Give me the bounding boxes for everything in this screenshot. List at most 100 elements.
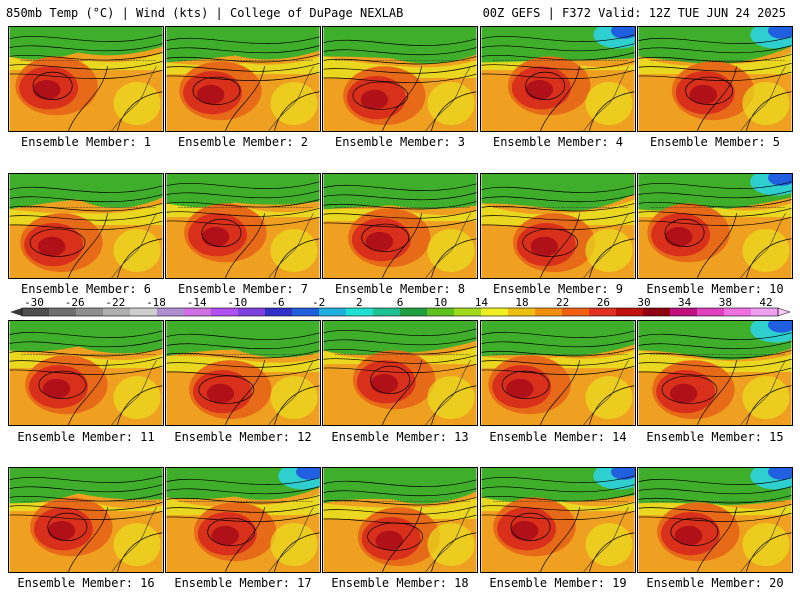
colorbar-tick-label: -10: [227, 296, 248, 309]
ensemble-member-label: Ensemble Member: 9: [492, 282, 624, 296]
ensemble-map-14: [480, 320, 636, 426]
temperature-map-5: [637, 26, 793, 132]
ensemble-map-8: [322, 173, 478, 279]
ensemble-map-10: [637, 173, 793, 279]
temperature-map-13: [322, 320, 478, 426]
colorbar-tick-label: 14: [474, 296, 488, 309]
temperature-map-1: [8, 26, 164, 132]
colorbar-swatch: [589, 308, 617, 316]
ensemble-member-label: Ensemble Member: 19: [489, 576, 627, 590]
colorbar-tick-label: 42: [759, 296, 773, 309]
colorbar-swatch: [292, 308, 320, 316]
temperature-map-8: [322, 173, 478, 279]
colorbar-tick-label: 34: [678, 296, 692, 309]
colorbar-graphic: [10, 307, 791, 317]
ensemble-map-16: [8, 467, 164, 573]
ensemble-member-label: Ensemble Member: 3: [334, 135, 466, 149]
colorbar-tick-label: 22: [556, 296, 570, 309]
colorbar-tick-label: 38: [718, 296, 732, 309]
colorbar-swatch: [508, 308, 536, 316]
colorbar-swatch: [184, 308, 212, 316]
temperature-map-11: [8, 320, 164, 426]
ensemble-member-label: Ensemble Member: 2: [177, 135, 309, 149]
colorbar-swatch: [211, 308, 239, 316]
temperature-map-2: [165, 26, 321, 132]
ensemble-member-label: Ensemble Member: 7: [177, 282, 309, 296]
ensemble-member-label: Ensemble Member: 1: [20, 135, 152, 149]
ensemble-map-11: [8, 320, 164, 426]
colorbar-swatch: [265, 308, 293, 316]
ensemble-member-label: Ensemble Member: 11: [17, 430, 155, 444]
ensemble-member-label: Ensemble Member: 8: [334, 282, 466, 296]
colorbar-swatch: [724, 308, 752, 316]
ensemble-map-6: [8, 173, 164, 279]
ensemble-map-2: [165, 26, 321, 132]
colorbar-swatch: [373, 308, 401, 316]
colorbar-swatch: [751, 308, 779, 316]
temperature-map-3: [322, 26, 478, 132]
ensemble-member-label: Ensemble Member: 13: [331, 430, 469, 444]
ensemble-map-17: [165, 467, 321, 573]
ensemble-map-19: [480, 467, 636, 573]
ensemble-map-20: [637, 467, 793, 573]
ensemble-map-12: [165, 320, 321, 426]
colorbar-left-arrow: [10, 308, 22, 316]
ensemble-member-label: Ensemble Member: 12: [174, 430, 312, 444]
colorbar-swatch: [670, 308, 698, 316]
colorbar-swatch: [238, 308, 266, 316]
colorbar-swatch: [616, 308, 644, 316]
colorbar-right-arrow: [777, 307, 791, 317]
colorbar-tick-label: -22: [105, 296, 126, 309]
temperature-colorbar: -30 -26 -22 -18 -14 -10 -6 -2 2 6 10 14 18 22 26 30 34 38…: [8, 296, 792, 320]
ensemble-map-4: [480, 26, 636, 132]
colorbar-tick-label: 2: [356, 296, 363, 309]
colorbar-swatch: [643, 308, 671, 316]
colorbar-swatch: [427, 308, 455, 316]
colorbar-swatch: [76, 308, 104, 316]
colorbar-tick-label: -2: [312, 296, 326, 309]
ensemble-member-label: Ensemble Member: 14: [489, 430, 627, 444]
temperature-map-6: [8, 173, 164, 279]
temperature-map-7: [165, 173, 321, 279]
colorbar-tick-label: -14: [186, 296, 207, 309]
temperature-map-9: [480, 173, 636, 279]
colorbar-tick-label: 30: [637, 296, 651, 309]
ensemble-map-1: [8, 26, 164, 132]
ensemble-map-13: [322, 320, 478, 426]
colorbar-swatch: [130, 308, 158, 316]
ensemble-map-5: [637, 26, 793, 132]
colorbar-swatch: [697, 308, 725, 316]
ensemble-map-18: [322, 467, 478, 573]
ensemble-map-9: [480, 173, 636, 279]
ensemble-map-7: [165, 173, 321, 279]
colorbar-swatch: [454, 308, 482, 316]
colorbar-tick-label: 10: [434, 296, 448, 309]
ensemble-member-label: Ensemble Member: 6: [20, 282, 152, 296]
colorbar-swatch: [481, 308, 509, 316]
ensemble-member-label: Ensemble Member: 4: [492, 135, 624, 149]
colorbar-swatch: [103, 308, 131, 316]
ensemble-map-3: [322, 26, 478, 132]
ensemble-member-label: Ensemble Member: 18: [331, 576, 469, 590]
colorbar-swatch: [346, 308, 374, 316]
temperature-map-4: [480, 26, 636, 132]
colorbar-tick-label: 26: [596, 296, 610, 309]
ensemble-member-label: Ensemble Member: 15: [646, 430, 784, 444]
colorbar-swatch: [400, 308, 428, 316]
colorbar-swatch: [49, 308, 77, 316]
ensemble-member-label: Ensemble Member: 5: [649, 135, 781, 149]
temperature-map-12: [165, 320, 321, 426]
header-right-valid-time: 00Z GEFS | F372 Valid: 12Z TUE JUN 24 20…: [482, 6, 786, 20]
temperature-map-10: [637, 173, 793, 279]
temperature-map-14: [480, 320, 636, 426]
colorbar-swatch: [22, 308, 50, 316]
colorbar-tick-label: -6: [271, 296, 285, 309]
colorbar-tick-label: -30: [24, 296, 44, 309]
temperature-map-18: [322, 467, 478, 573]
colorbar-tick-label: 6: [396, 296, 404, 309]
ensemble-member-label: Ensemble Member: 17: [174, 576, 312, 590]
colorbar-swatch: [562, 308, 590, 316]
temperature-map-20: [637, 467, 793, 573]
colorbar-tick-label: 18: [515, 296, 529, 309]
header-left-title: 850mb Temp (°C) | Wind (kts) | College o…: [6, 6, 404, 20]
